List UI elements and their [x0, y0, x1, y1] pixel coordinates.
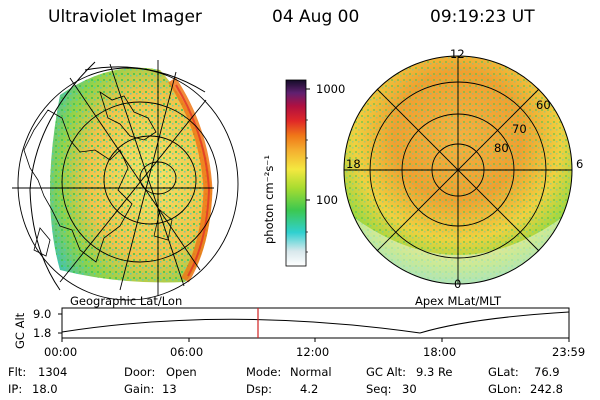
dsp-label: Dsp: [246, 382, 273, 396]
mlt-label-18: 18 [346, 157, 361, 171]
apex-polar-plot [343, 55, 573, 285]
mode-label: Mode: [246, 365, 282, 379]
time-tick-0600: 06:00 [170, 345, 204, 359]
time-tick-2359: 23:59 [552, 345, 586, 359]
glat-label: GLat: [488, 365, 519, 379]
app-title: Ultraviolet Imager [48, 7, 202, 27]
lat-ring-70: 70 [512, 122, 527, 136]
date-readout: 04 Aug 00 [272, 7, 360, 27]
mode-value: Normal [290, 365, 332, 379]
geographic-caption: Geographic Lat/Lon [70, 294, 183, 308]
glat-value: 76.9 [534, 365, 560, 379]
gcalt-label: GC Alt: [366, 365, 407, 379]
lat-ring-60: 60 [536, 98, 551, 112]
seq-label: Seq: [366, 382, 392, 396]
time-tick-0000: 00:00 [44, 345, 78, 359]
colorbar-tick-100: 100 [316, 193, 338, 207]
colorbar-unit-label: photon cm⁻²s⁻¹ [262, 155, 276, 244]
door-label: Door: [124, 365, 156, 379]
flt-value: 1304 [38, 365, 68, 379]
altitude-ytick-1-8: 1.8 [33, 326, 52, 340]
glon-value: 242.8 [530, 382, 563, 396]
colorbar-tick-1000: 1000 [316, 82, 346, 96]
ip-value: 18.0 [32, 382, 58, 396]
seq-value: 30 [402, 382, 417, 396]
time-tick-1200: 12:00 [296, 345, 330, 359]
altitude-plot [58, 307, 570, 342]
mlt-label-6: 6 [576, 157, 584, 171]
dsp-value: 4.2 [300, 382, 319, 396]
gcalt-value: 9.3 Re [416, 365, 453, 379]
glon-label: GLon: [488, 382, 522, 396]
altitude-ylabel: GC Alt [13, 312, 27, 349]
mlt-label-12: 12 [450, 47, 465, 61]
flt-label: Flt: [8, 365, 27, 379]
ip-label: IP: [8, 382, 23, 396]
time-readout: 09:19:23 UT [430, 7, 535, 27]
mlt-label-0: 0 [454, 277, 462, 291]
gain-label: Gain: [124, 382, 155, 396]
colorbar [285, 79, 310, 267]
door-value: Open [166, 365, 197, 379]
altitude-ytick-9: 9.0 [33, 307, 52, 321]
gain-value: 13 [162, 382, 177, 396]
geographic-map [12, 60, 239, 301]
time-tick-1800: 18:00 [423, 345, 457, 359]
apex-caption: Apex MLat/MLT [415, 294, 502, 308]
lat-ring-80: 80 [494, 141, 509, 155]
